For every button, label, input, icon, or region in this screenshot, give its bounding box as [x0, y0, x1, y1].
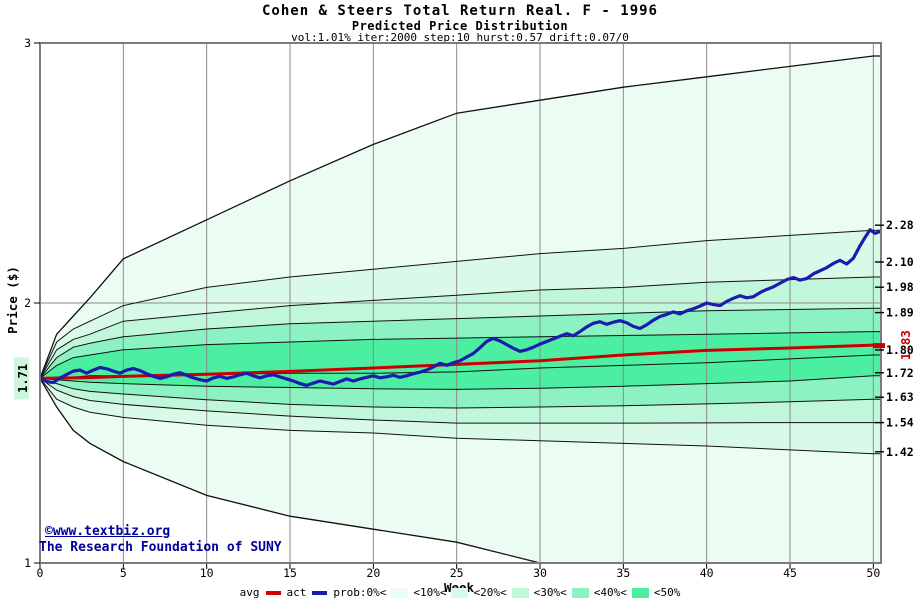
legend-line-swatch — [265, 590, 281, 595]
series-lines — [41, 228, 880, 388]
start-value-bg — [14, 357, 29, 400]
probability-bands — [41, 56, 880, 562]
x-tick-label: 35 — [616, 566, 630, 580]
act-line — [41, 228, 880, 388]
copyright-link[interactable]: ©www.textbiz.org — [45, 524, 171, 539]
y-tick-label: 2 — [24, 296, 31, 310]
x-tick-label: 15 — [283, 566, 297, 580]
boundary-line-pct70 — [41, 307, 880, 378]
start-value-label: 1.71 — [14, 357, 30, 400]
band-area — [41, 277, 880, 378]
y-axis-title-text: Price ($) — [5, 266, 20, 334]
gridlines — [41, 44, 880, 562]
boundary-line-pct20 — [41, 378, 880, 424]
right-axis-label: 1.80 — [886, 343, 914, 357]
percentile-boundary-lines — [41, 55, 880, 562]
right-axis-label: 1.72 — [886, 366, 914, 380]
right-axis-label: 2.10 — [886, 255, 914, 269]
band-area — [41, 56, 880, 377]
legend-band-swatch — [511, 587, 529, 598]
page-title: Cohen & Steers Total Return Real. F - 19… — [261, 3, 658, 19]
boundary-line-pct80 — [41, 276, 880, 378]
legend-band-swatch — [571, 587, 589, 598]
legend-label-20: <20%< — [473, 586, 507, 599]
x-tick-label: 30 — [533, 566, 547, 580]
x-tick-label: 10 — [200, 566, 214, 580]
legend-label-10: <10%< — [413, 586, 447, 599]
legend-band-swatch — [451, 587, 469, 598]
band-area — [41, 375, 880, 409]
boundary-line-pct90 — [41, 229, 880, 378]
y-tick-label: 1 — [24, 556, 31, 570]
legend-band-swatch — [391, 587, 409, 598]
band-area — [41, 379, 880, 562]
legend-label-40: <40%< — [593, 586, 627, 599]
band-area — [41, 230, 880, 377]
band-area — [41, 378, 880, 424]
start-value: 1.71 — [16, 364, 30, 393]
right-axis-label: 1.54 — [886, 416, 914, 430]
y-axis-title: Price ($) — [5, 266, 20, 334]
band-area — [41, 379, 880, 454]
legend-label-avg: avg — [239, 586, 260, 599]
right-axis-label: 1.98 — [886, 280, 914, 294]
legend-label-prob0: prob:0%< — [333, 586, 387, 599]
chart-subtitle: Predicted Price Distribution — [351, 19, 569, 33]
legend-line-swatch — [312, 590, 328, 595]
right-axis-label: 1.42 — [886, 445, 914, 459]
boundary-line-min — [41, 378, 539, 562]
avg-end-label: 1.83 — [898, 330, 913, 360]
x-tick-label: 0 — [37, 566, 44, 580]
x-tick-label: 25 — [450, 566, 464, 580]
legend-label-30: <30%< — [533, 586, 567, 599]
legend-label-50: <50% — [653, 586, 681, 599]
x-tick-label: 40 — [700, 566, 714, 580]
x-tick-label: 5 — [120, 566, 127, 580]
avg-end-marker — [873, 343, 885, 349]
avg-end-value: 1.83 — [898, 330, 913, 360]
band-area — [41, 308, 880, 378]
right-axis-label: 1.63 — [886, 390, 914, 404]
avg-line — [41, 343, 880, 380]
boundary-line-pct30 — [41, 378, 880, 409]
legend: avg act prob:0%< <10%< <20%< <30%< <40%< <50% — [0, 586, 920, 599]
right-axis-label: 1.89 — [886, 306, 914, 320]
boundary-line-pct10 — [41, 378, 880, 455]
boundary-line-max — [41, 55, 880, 378]
legend-band-swatch — [631, 587, 649, 598]
legend-label-act: act — [286, 586, 307, 599]
simulation-params: vol:1.01% iter:2000 step:10 hurst:0.57 d… — [291, 31, 629, 44]
right-axis-label: 2.28 — [886, 218, 914, 232]
y-tick-label: 3 — [24, 36, 31, 50]
x-tick-label: 45 — [783, 566, 797, 580]
x-tick-label: 20 — [366, 566, 380, 580]
boundary-line-pct40 — [41, 375, 880, 390]
institution-label: The Research Foundation of SUNY — [39, 540, 282, 555]
x-tick-label: 50 — [866, 566, 880, 580]
boundary-line-pct60 — [41, 331, 880, 379]
